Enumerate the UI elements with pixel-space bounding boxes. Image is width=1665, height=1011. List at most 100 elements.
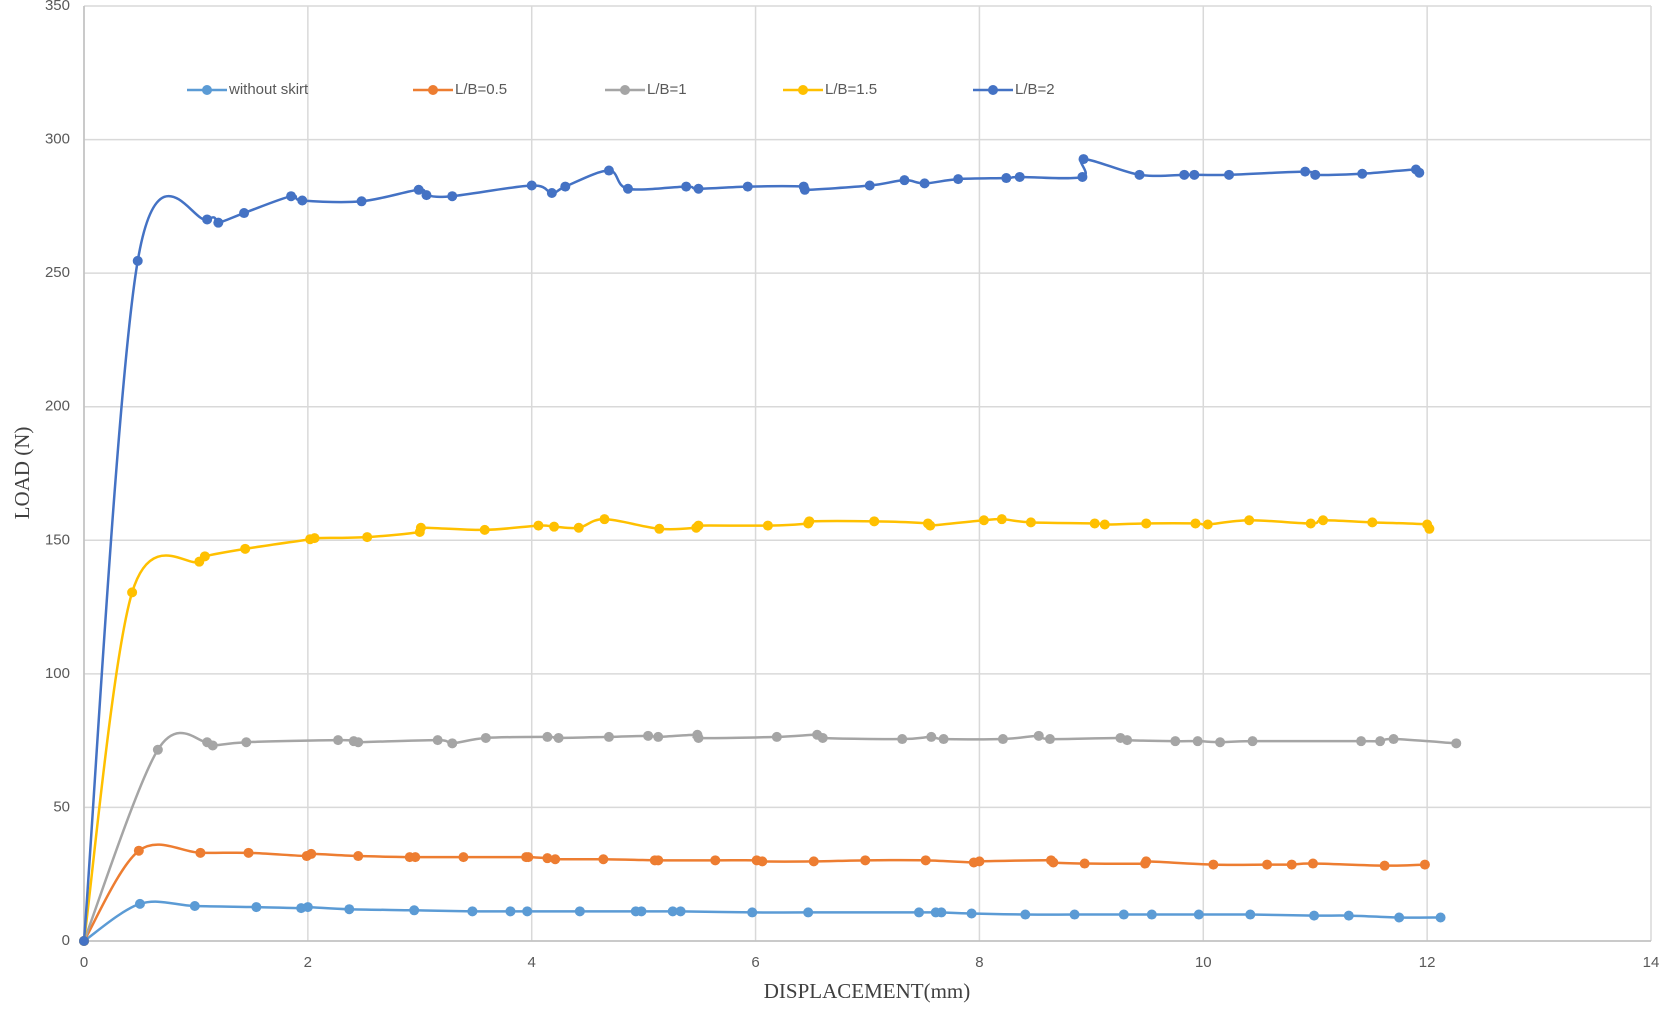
data-point	[1208, 859, 1219, 870]
data-point	[1419, 859, 1430, 870]
y-axis-title: LOAD (N)	[10, 427, 34, 520]
data-point	[1122, 735, 1133, 746]
data-point	[1424, 523, 1435, 534]
x-tick-label: 4	[528, 954, 536, 971]
series-line	[82, 157, 1423, 942]
legend-label: L/B=2	[1015, 81, 1055, 98]
y-tick-label: 300	[45, 131, 70, 148]
data-point	[560, 181, 571, 192]
data-point	[1134, 169, 1145, 180]
data-point	[1357, 168, 1368, 179]
data-point	[1025, 517, 1036, 528]
data-point	[297, 195, 308, 206]
data-point	[1179, 169, 1190, 180]
data-point	[1286, 859, 1297, 870]
data-point	[1435, 912, 1446, 923]
data-point	[1001, 173, 1012, 184]
data-point	[134, 898, 145, 909]
data-point	[654, 523, 665, 534]
y-tick-label: 250	[45, 264, 70, 281]
data-point	[653, 855, 664, 866]
data-point	[1079, 858, 1090, 869]
data-point	[710, 855, 721, 866]
data-point	[213, 217, 224, 228]
x-tick-label: 6	[751, 954, 759, 971]
data-point	[1379, 860, 1390, 871]
data-point	[127, 587, 138, 598]
data-point	[643, 730, 654, 741]
data-point	[913, 907, 924, 918]
legend-marker	[798, 85, 808, 95]
data-point	[1118, 909, 1129, 920]
data-point	[458, 852, 469, 863]
y-tick-label: 50	[53, 798, 70, 815]
data-point	[919, 178, 930, 189]
data-point	[410, 852, 421, 863]
data-point	[978, 515, 989, 526]
legend-marker	[988, 85, 998, 95]
data-point	[574, 906, 585, 917]
data-point	[480, 732, 491, 743]
x-axis-title: DISPLACEMENT(mm)	[764, 979, 971, 1003]
data-point	[1190, 518, 1201, 529]
data-point	[1146, 909, 1157, 920]
data-point	[1033, 730, 1044, 741]
data-point	[1069, 909, 1080, 920]
data-point	[333, 735, 344, 746]
x-tick-label: 8	[975, 954, 983, 971]
data-point	[523, 852, 534, 863]
data-point	[447, 738, 458, 749]
data-point	[152, 744, 163, 755]
data-point	[1318, 515, 1329, 526]
legend-label: L/B=1.5	[825, 81, 877, 98]
data-point	[808, 856, 819, 867]
data-point	[920, 855, 931, 866]
series-line	[83, 900, 1441, 943]
data-point	[505, 906, 516, 917]
data-point	[522, 906, 533, 917]
data-point	[542, 853, 553, 864]
data-point	[1367, 517, 1378, 528]
data-point	[1375, 736, 1386, 747]
data-point	[199, 551, 210, 562]
data-point	[546, 188, 557, 198]
data-point	[1451, 738, 1462, 749]
data-point	[1189, 169, 1200, 180]
data-point	[1170, 736, 1181, 747]
series-line	[82, 843, 1425, 942]
data-point	[804, 516, 815, 527]
data-point	[344, 904, 355, 915]
data-point	[1014, 171, 1025, 182]
data-point	[771, 731, 782, 742]
data-point	[997, 734, 1008, 745]
data-point	[803, 907, 814, 918]
data-point	[1141, 856, 1152, 867]
data-point	[549, 521, 560, 532]
data-point	[1356, 736, 1367, 747]
data-point	[1020, 909, 1031, 920]
x-tick-label: 12	[1419, 954, 1436, 971]
data-point	[926, 731, 937, 742]
data-point	[1262, 859, 1273, 870]
data-point	[526, 180, 537, 191]
y-tick-label: 0	[62, 932, 70, 949]
data-point	[79, 936, 89, 946]
data-point	[1343, 910, 1354, 921]
y-tick-label: 350	[45, 0, 70, 14]
data-point	[1078, 154, 1089, 165]
data-point	[598, 854, 609, 865]
data-point	[467, 906, 478, 917]
data-point	[243, 847, 254, 858]
data-point	[1414, 167, 1425, 178]
data-point	[622, 183, 633, 194]
data-point	[899, 175, 910, 186]
data-point	[693, 183, 704, 194]
data-point	[742, 181, 753, 192]
data-point	[667, 906, 678, 917]
data-point	[573, 522, 584, 533]
data-point	[1309, 910, 1320, 921]
data-point	[675, 906, 686, 917]
data-point	[1310, 169, 1321, 180]
data-point	[1141, 518, 1152, 529]
data-point	[817, 732, 828, 743]
